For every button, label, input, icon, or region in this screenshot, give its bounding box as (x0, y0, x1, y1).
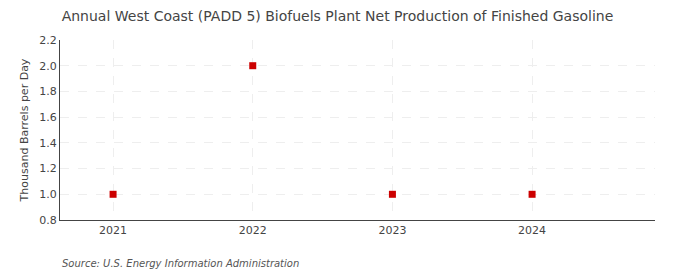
svg-text:0.8: 0.8 (39, 214, 57, 227)
svg-text:2.0: 2.0 (39, 60, 57, 73)
svg-text:1.8: 1.8 (39, 85, 57, 98)
svg-text:Source: U.S. Energy Informatio: Source: U.S. Energy Information Administ… (62, 258, 299, 269)
svg-text:1.4: 1.4 (39, 137, 57, 150)
svg-text:1.0: 1.0 (39, 188, 57, 201)
svg-text:Thousand Barrels per Day: Thousand Barrels per Day (18, 58, 31, 202)
svg-text:Annual West Coast (PADD 5) Bio: Annual West Coast (PADD 5) Biofuels Plan… (62, 8, 614, 24)
svg-text:1.6: 1.6 (39, 111, 57, 124)
svg-text:2024: 2024 (518, 224, 546, 237)
svg-text:2.2: 2.2 (39, 34, 57, 47)
svg-text:2022: 2022 (239, 224, 267, 237)
svg-text:1.2: 1.2 (39, 162, 57, 175)
svg-text:2023: 2023 (378, 224, 406, 237)
svg-text:2021: 2021 (99, 224, 127, 237)
